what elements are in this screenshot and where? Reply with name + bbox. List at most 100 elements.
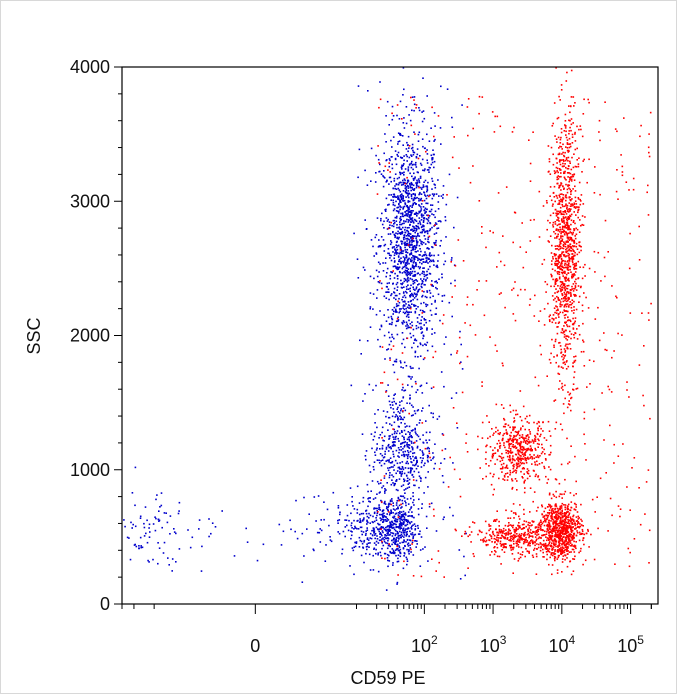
data-point xyxy=(410,284,412,287)
data-point xyxy=(547,219,549,222)
data-point xyxy=(550,542,553,544)
data-point xyxy=(559,196,561,198)
data-point xyxy=(495,539,498,542)
data-point xyxy=(424,147,426,149)
data-point xyxy=(409,547,412,549)
data-point xyxy=(366,527,368,529)
data-point xyxy=(407,259,409,261)
data-point xyxy=(562,297,565,299)
data-point xyxy=(413,484,415,487)
data-point xyxy=(405,520,408,523)
data-point xyxy=(419,309,422,312)
data-point xyxy=(501,543,503,546)
data-point xyxy=(561,253,563,255)
data-point xyxy=(395,303,398,305)
data-point xyxy=(552,530,555,533)
data-point xyxy=(397,419,399,421)
data-point xyxy=(428,447,430,450)
data-point xyxy=(365,512,368,515)
data-point xyxy=(563,188,565,190)
data-point xyxy=(412,406,414,408)
data-point xyxy=(538,443,540,446)
data-point xyxy=(572,365,574,368)
data-point xyxy=(557,296,559,299)
data-point xyxy=(396,500,399,502)
data-point xyxy=(358,536,361,539)
data-point xyxy=(438,415,441,418)
data-point xyxy=(419,438,421,441)
data-point xyxy=(570,238,573,240)
data-point xyxy=(416,460,418,462)
data-point xyxy=(414,227,417,230)
data-point xyxy=(514,430,517,433)
data-point xyxy=(579,266,581,268)
data-point xyxy=(408,238,410,241)
data-point xyxy=(555,309,558,312)
data-point xyxy=(436,288,438,290)
data-point xyxy=(169,533,171,535)
data-point xyxy=(570,176,573,178)
data-point xyxy=(416,409,419,412)
data-point xyxy=(405,238,407,240)
data-point xyxy=(414,235,416,237)
data-point xyxy=(408,440,411,442)
data-point xyxy=(395,526,397,529)
data-point xyxy=(574,264,576,267)
data-point xyxy=(384,358,386,360)
data-point xyxy=(406,533,408,535)
data-point xyxy=(551,546,553,548)
data-point xyxy=(397,425,400,428)
data-point xyxy=(396,210,399,213)
data-point xyxy=(493,537,496,540)
data-point xyxy=(437,254,440,256)
data-point xyxy=(417,257,419,260)
data-point xyxy=(579,523,581,525)
data-point xyxy=(375,253,378,255)
data-point xyxy=(383,456,386,458)
data-point xyxy=(518,537,521,539)
data-point xyxy=(536,422,538,425)
data-point xyxy=(402,206,405,208)
data-point xyxy=(393,257,395,260)
data-point xyxy=(576,125,578,128)
data-point xyxy=(408,319,410,322)
data-point xyxy=(337,505,340,507)
data-point xyxy=(433,264,435,266)
data-point xyxy=(399,216,402,218)
data-point xyxy=(410,272,413,275)
data-point xyxy=(564,286,566,288)
data-point xyxy=(573,255,575,257)
data-point xyxy=(412,286,414,289)
data-point xyxy=(426,185,428,187)
data-point xyxy=(407,268,410,270)
data-point xyxy=(409,450,412,453)
data-point xyxy=(532,442,535,444)
data-point xyxy=(579,125,582,127)
data-point xyxy=(517,431,519,433)
data-point xyxy=(420,164,423,166)
data-point xyxy=(417,212,419,215)
data-point xyxy=(393,552,396,555)
data-point xyxy=(374,454,377,456)
data-point xyxy=(572,317,574,320)
data-point xyxy=(564,329,567,332)
data-point xyxy=(570,219,573,222)
data-point xyxy=(563,220,565,223)
data-point xyxy=(397,417,399,420)
data-point xyxy=(352,549,355,552)
data-point xyxy=(512,464,514,467)
data-point xyxy=(405,191,408,194)
data-point xyxy=(554,262,556,265)
data-point xyxy=(375,269,378,272)
data-point xyxy=(429,260,431,263)
data-point xyxy=(378,492,381,494)
data-point xyxy=(509,404,511,407)
data-point xyxy=(262,543,265,546)
data-point xyxy=(566,204,569,207)
data-point xyxy=(570,527,572,529)
data-point xyxy=(519,526,521,529)
data-point xyxy=(306,528,308,530)
data-point xyxy=(564,225,566,228)
data-point xyxy=(575,503,577,506)
data-point xyxy=(414,177,416,180)
